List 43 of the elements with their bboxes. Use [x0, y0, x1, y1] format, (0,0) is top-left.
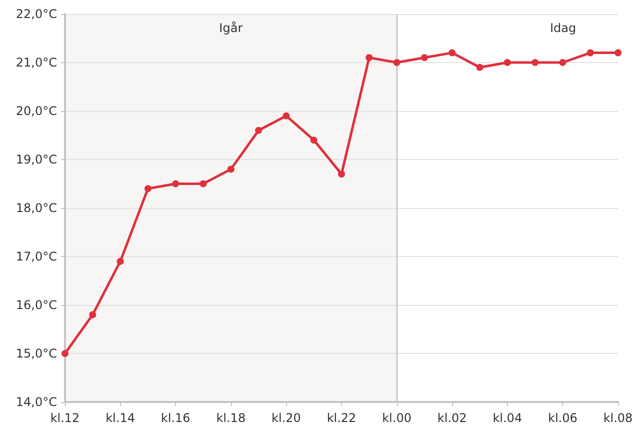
annotation: Idag [550, 21, 576, 35]
point [448, 49, 456, 56]
point [116, 258, 124, 265]
y-tick-label: 18,0°C [16, 201, 57, 215]
x-tick-label: kl.04 [492, 411, 522, 425]
x-tick-label: kl.12 [50, 411, 80, 425]
x-tick-label: kl.22 [326, 411, 356, 425]
point [393, 59, 400, 66]
point [614, 49, 622, 56]
x-tick-label: kl.08 [603, 411, 633, 425]
y-tick-label: 22,0°C [16, 7, 57, 21]
x-tick-label: kl.00 [382, 411, 412, 425]
point [255, 126, 262, 134]
x-tick-label: kl.14 [106, 411, 135, 425]
point [532, 59, 539, 66]
x-tick-label: kl.02 [437, 411, 467, 425]
y-tick-label: 20,0°C [16, 104, 57, 118]
point [89, 311, 96, 318]
y-tick-label: 21,0°C [16, 56, 57, 70]
y-tick-label: 17,0°C [16, 250, 57, 264]
point [420, 54, 428, 62]
point [559, 59, 566, 66]
band-label: Igår [219, 21, 243, 35]
y-tick-label: 19,0°C [16, 152, 57, 166]
point [62, 350, 68, 357]
y-tick-label: 14,0°C [16, 395, 57, 409]
point [586, 49, 594, 56]
point [476, 64, 484, 71]
x-tick-label: kl.18 [216, 411, 246, 425]
y-tick-label: 15,0°C [16, 346, 57, 360]
y-tick-label: 16,0°C [16, 298, 57, 312]
point [200, 180, 207, 188]
x-tick-label: kl.20 [272, 411, 301, 425]
point [227, 166, 234, 173]
point [310, 136, 318, 144]
point [504, 59, 511, 66]
x-tick-label: kl.06 [548, 411, 578, 425]
point [144, 185, 152, 192]
x-tick-label: kl.16 [160, 411, 190, 425]
point [282, 112, 290, 120]
point [338, 170, 345, 178]
point [366, 54, 373, 62]
point [172, 180, 180, 188]
